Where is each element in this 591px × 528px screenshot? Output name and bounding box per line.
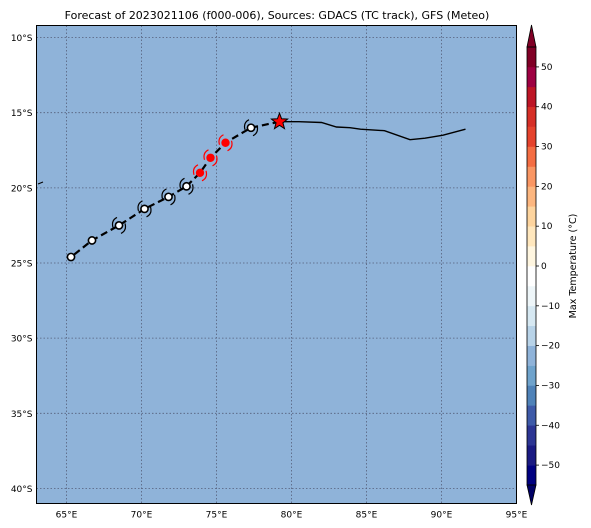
- colorbar-tick-label: 30: [541, 143, 553, 153]
- longitude-tick-label: 85°E: [356, 511, 378, 521]
- colorbar-tick-label: 10: [541, 222, 553, 232]
- colorbar-segment: [527, 465, 536, 486]
- latitude-tick-label: 40°S: [11, 485, 33, 495]
- forecast-position-marker: [182, 181, 191, 191]
- colorbar-segment: [527, 325, 536, 346]
- forecast-position-marker: [206, 153, 215, 162]
- forecast-position-marker: [246, 123, 256, 133]
- colorbar-tick-label: 20: [541, 182, 553, 192]
- forecast-position-marker: [114, 221, 124, 230]
- colorbar-tick-label: −50: [541, 461, 560, 471]
- colorbar-ticks: −50 −40 −30 −20 −10 0 10 20 30 40 50: [536, 63, 560, 471]
- cyclone-track: [66, 111, 466, 262]
- colorbar-tick-label: −20: [541, 342, 560, 352]
- latitude-tick-label: 20°S: [11, 184, 33, 194]
- current-position-star-icon: [270, 111, 289, 130]
- colorbar-segment: [527, 345, 536, 366]
- cyclone-symbol-icon: [218, 134, 233, 152]
- colorbar-segment: [527, 47, 536, 68]
- longitude-tick-label: 75°E: [206, 511, 228, 521]
- forecast-position-marker: [164, 192, 173, 202]
- map-panel: 65°E 70°E 75°E 80°E 85°E 90°E 95°E 10°S 15°S 20°…: [11, 25, 528, 521]
- forecast-track-line: [70, 120, 280, 258]
- colorbar-tick-label: −10: [541, 302, 560, 312]
- cyclone-symbol-icon: [203, 149, 218, 167]
- colorbar-tick-label: 40: [541, 103, 553, 113]
- longitude-tick-label: 90°E: [431, 511, 453, 521]
- latitude-tick-label: 30°S: [11, 335, 33, 345]
- colorbar-segment: [527, 126, 536, 147]
- colorbar-segment: [527, 146, 536, 167]
- colorbar-segment: [527, 186, 536, 207]
- coastline-fragment: [37, 181, 44, 185]
- observed-track-line: [279, 120, 466, 141]
- ocean-area: [36, 25, 517, 504]
- colorbar-tick-label: 50: [541, 63, 553, 73]
- colorbar-segment: [527, 365, 536, 386]
- forecast-position-marker: [66, 252, 76, 262]
- colorbar-segment: [527, 266, 536, 287]
- colorbar-segment: [527, 106, 536, 127]
- forecast-position-marker: [87, 236, 97, 245]
- latitude-tick-label: 10°S: [11, 34, 33, 44]
- forecast-position-marker: [221, 138, 230, 147]
- colorbar-segment: [527, 206, 536, 227]
- map-frame: [36, 25, 517, 504]
- cyclone-symbol-icon: [179, 177, 194, 195]
- cyclone-symbol-icon: [161, 188, 176, 206]
- colorbar-extend-high: [526, 24, 537, 48]
- cyclone-symbol-icon: [111, 216, 127, 234]
- forecast-position-marker: [195, 168, 205, 178]
- latitude-ticks: 10°S 15°S 20°S 25°S 30°S 35°S 40°S: [11, 34, 33, 495]
- colorbar-segments: [526, 24, 537, 506]
- longitude-tick-label: 80°E: [281, 511, 303, 521]
- colorbar-segment: [527, 66, 536, 88]
- latitude-tick-label: 25°S: [11, 259, 33, 269]
- longitude-tick-label: 65°E: [56, 511, 78, 521]
- colorbar-tick-label: −40: [541, 421, 560, 431]
- colorbar-segment: [527, 305, 536, 327]
- colorbar-segment: [527, 246, 536, 267]
- colorbar-extend-low: [526, 484, 537, 506]
- colorbar-segment: [527, 86, 536, 108]
- latitude-tick-label: 15°S: [11, 109, 33, 119]
- longitude-tick-label: 70°E: [131, 511, 153, 521]
- colorbar-label: Max Temperature (°C): [568, 214, 579, 319]
- longitude-ticks: 65°E 70°E 75°E 80°E 85°E 90°E 95°E: [56, 511, 528, 521]
- colorbar-segment: [527, 425, 536, 446]
- colorbar-tick-label: −30: [541, 381, 560, 391]
- colorbar-segment: [527, 405, 536, 426]
- colorbar-segment: [527, 285, 536, 307]
- colorbar-segment: [527, 166, 536, 187]
- colorbar-tick-label: 0: [541, 262, 547, 272]
- colorbar-segment: [527, 385, 536, 406]
- colorbar-segment: [527, 445, 536, 466]
- latitude-tick-label: 35°S: [11, 410, 33, 420]
- longitude-tick-label: 95°E: [506, 511, 528, 521]
- temperature-colorbar: −50 −40 −30 −20 −10 0 10 20 30 40 50 Max Temperatu…: [526, 24, 579, 506]
- graticule: [36, 25, 517, 504]
- forecast-position-marker: [140, 204, 149, 214]
- map-title: Forecast of 2023021106 (f000-006), Sourc…: [65, 9, 490, 22]
- cyclone-symbol-icon: [243, 119, 259, 137]
- colorbar-segment: [527, 226, 536, 247]
- cyclone-symbol-icon: [137, 200, 152, 218]
- cyclone-symbol-icon: [192, 164, 208, 182]
